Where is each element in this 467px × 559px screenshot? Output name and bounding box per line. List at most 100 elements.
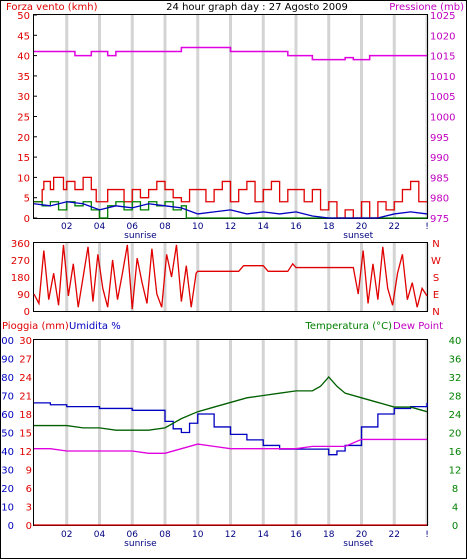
climate-x-tick: ! (425, 530, 429, 540)
wind-axis-title: Forza vento (kmh) (6, 2, 98, 13)
temperature-tick: 32 (449, 373, 462, 384)
wind-x-tick: 16 (290, 222, 302, 232)
wind-left-tick: 0 (24, 214, 30, 225)
wind-left-tick: 5 (24, 194, 30, 205)
pressure-right-tick: 980 (430, 194, 449, 205)
direction-left-tick: 180 (11, 273, 30, 284)
direction-left-ticks: 0 90 180 270 360 (11, 239, 30, 318)
wind-left-tick: 10 (17, 173, 30, 184)
humidity-tick: 40 (1, 447, 14, 458)
temperature-tick: 28 (449, 392, 462, 403)
humidity-tick: 20 (1, 484, 14, 495)
rain-tick: 12 (19, 447, 32, 458)
pressure-right-tick: 990 (430, 153, 449, 164)
humidity-tick: 80 (1, 373, 14, 384)
wind-sunset-label: sunset (343, 231, 373, 241)
rain-tick: 9 (26, 466, 32, 477)
series-temperature (34, 376, 428, 431)
climate-x-ticks: 02 04 06 08 10 12 14 16 18 20 22! (61, 530, 429, 540)
rain-tick: 6 (26, 484, 32, 495)
direction-right-tick: E (433, 290, 439, 301)
climate-x-tick: 16 (290, 530, 302, 540)
temperature-tick: 20 (449, 429, 462, 440)
humidity-tick: 50 (1, 429, 14, 440)
humidity-tick: 90 (1, 355, 14, 366)
series-pressure (34, 46, 427, 61)
temperature-tick: 4 (452, 503, 458, 514)
wind-x-tick: ! (425, 222, 429, 232)
direction-left-tick: 360 (11, 239, 30, 250)
humidity-tick: 10 (1, 503, 14, 514)
wind-left-tick: 15 (17, 153, 30, 164)
temperature-tick: 24 (449, 410, 462, 421)
climate-x-tick: 10 (192, 530, 204, 540)
humidity-tick: 100 (0, 336, 14, 347)
wind-x-tick: 20 (356, 222, 368, 232)
series-dewpoint (34, 438, 427, 454)
climate-x-tick: 14 (258, 530, 270, 540)
pressure-axis-title: Pressione (mb) (389, 2, 464, 13)
wind-x-tick: 02 (61, 222, 72, 232)
direction-right-tick: N (432, 307, 439, 318)
humidity-tick: 70 (1, 392, 14, 403)
climate-x-tick: 02 (61, 530, 72, 540)
wind-left-ticks: 0 5 10 15 20 25 30 35 40 45 50 (17, 11, 37, 225)
pressure-right-tick: 995 (430, 133, 449, 144)
wind-left-tick: 40 (17, 52, 30, 63)
wind-left-tick: 50 (17, 11, 30, 22)
direction-right-tick: S (433, 273, 439, 284)
series-humidity (34, 402, 428, 456)
pressure-right-tick: 1015 (430, 52, 455, 63)
climate-sunset-label: sunset (343, 539, 373, 549)
climate-x-tick: 22 (389, 530, 400, 540)
climate-x-tick: 20 (356, 530, 368, 540)
pressure-right-tick: 1010 (430, 72, 455, 83)
wind-left-tick: 25 (17, 113, 30, 124)
climate-x-tick: 08 (159, 530, 171, 540)
wind-left-tick: 35 (17, 72, 30, 83)
temperature-axis-title: Temperatura (°C) (304, 321, 392, 332)
pressure-right-tick: 1000 (430, 113, 455, 124)
direction-series (33, 244, 428, 310)
dewpoint-axis-title: Dew Point (393, 321, 443, 332)
humidity-tick: 30 (1, 466, 14, 477)
direction-left-tick: 270 (11, 256, 30, 267)
temperature-tick: 0 (452, 521, 458, 532)
wind-x-tick: 12 (225, 222, 236, 232)
temperature-tick: 8 (452, 484, 458, 495)
rain-tick: 24 (19, 373, 32, 384)
wind-x-tick: 08 (159, 222, 171, 232)
climate-x-tick: 12 (225, 530, 236, 540)
direction-left-tick: 90 (17, 290, 30, 301)
rain-tick: 27 (19, 355, 32, 366)
temperature-tick: 40 (449, 336, 462, 347)
pressure-right-tick: 985 (430, 173, 449, 184)
rain-tick: 3 (26, 503, 32, 514)
rain-tick: 18 (19, 410, 32, 421)
direction-right-tick: W (431, 256, 441, 267)
rain-tick: 30 (19, 336, 32, 347)
wind-x-tick: 10 (192, 222, 204, 232)
direction-left-tick: 0 (24, 307, 30, 318)
direction-right-tick: N (432, 239, 439, 250)
rain-tick: 21 (19, 392, 32, 403)
wind-left-tick: 45 (17, 31, 30, 42)
wind-x-tick: 14 (258, 222, 270, 232)
pressure-right-tick: 1020 (430, 31, 455, 42)
wind-x-tick: 04 (94, 222, 106, 232)
wind-x-tick: 18 (323, 222, 335, 232)
direction-plot-area (33, 242, 428, 312)
wind-sunrise-label: sunrise (124, 231, 157, 241)
series-wind (34, 201, 427, 219)
series-average (33, 201, 428, 219)
wind-x-ticks: 02 04 06 08 10 12 14 16 18 20 22! (61, 222, 429, 232)
climate-x-tick: 18 (323, 530, 335, 540)
pressure-right-tick: 1025 (430, 11, 455, 22)
wind-left-tick: 30 (17, 92, 30, 103)
climate-series (34, 376, 428, 526)
temperature-tick: 36 (449, 355, 462, 366)
